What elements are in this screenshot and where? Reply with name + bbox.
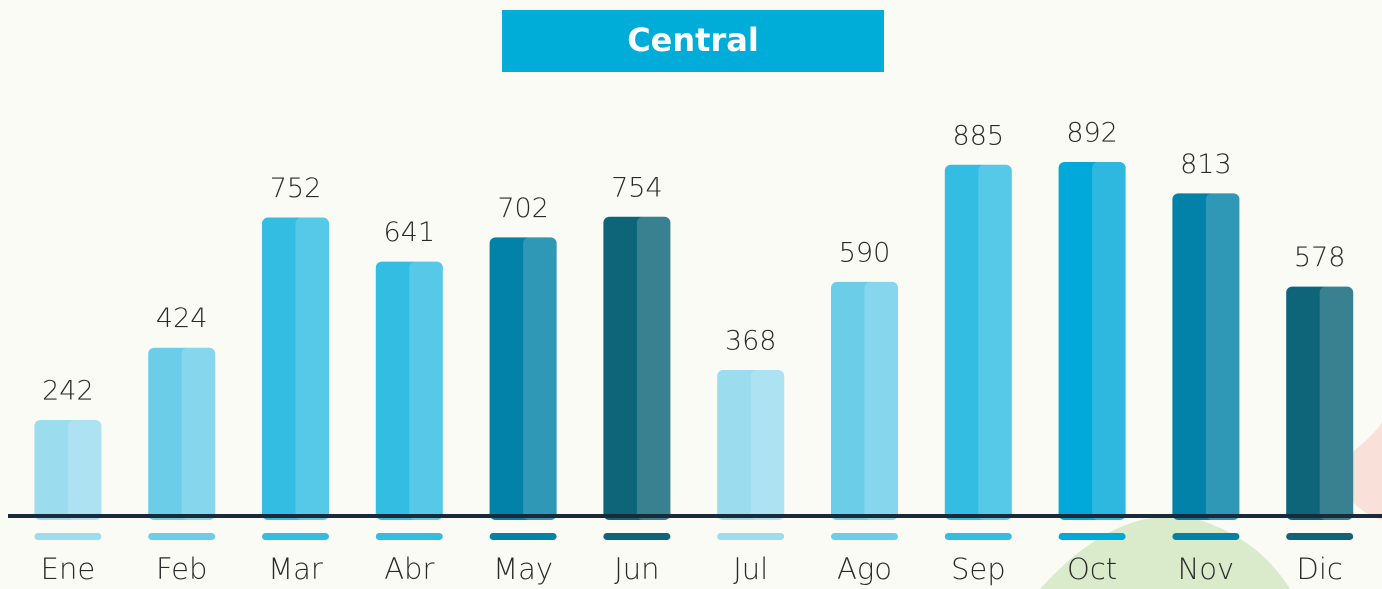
category-marker [831, 533, 898, 540]
bar-highlight [865, 282, 899, 520]
value-label: 242 [42, 375, 94, 406]
x-tick-label: Mar [268, 552, 323, 586]
page: {"chart_data": {"type": "bar", "title": … [0, 0, 1382, 589]
bar-highlight [523, 237, 557, 520]
x-tick-label: Feb [156, 552, 207, 586]
chart-title: Central [627, 21, 759, 59]
bar-highlight [1206, 193, 1240, 520]
bar-highlight [409, 262, 443, 520]
bar-highlight [182, 348, 216, 520]
x-tick-label: Jul [733, 552, 768, 586]
value-label: 892 [1066, 118, 1118, 149]
x-tick-label: Ene [41, 552, 96, 586]
value-label: 590 [839, 237, 891, 268]
category-marker [34, 533, 101, 540]
bar-highlight [1092, 162, 1126, 520]
bar-highlight [978, 165, 1012, 520]
value-label: 641 [384, 217, 436, 248]
bar-highlight [751, 370, 785, 520]
category-marker [603, 533, 670, 540]
value-label: 754 [611, 172, 663, 203]
x-tick-label: Sep [951, 552, 1006, 586]
value-label: 813 [1180, 149, 1232, 180]
category-marker [1286, 533, 1353, 540]
bar-highlight [1320, 287, 1354, 520]
category-marker [1059, 533, 1126, 540]
x-tick-label: Abr [384, 552, 434, 586]
x-tick-label: Ago [837, 552, 892, 586]
category-marker [945, 533, 1012, 540]
category-marker [717, 533, 784, 540]
value-label: 752 [270, 173, 322, 204]
chart: Central 242 Ene 424 Feb 752 Mar 641 Abr 702 May 75… [0, 0, 1382, 589]
value-label: 885 [953, 120, 1005, 151]
category-marker [1172, 533, 1239, 540]
bar-highlight [68, 420, 102, 520]
x-tick-label: May [493, 552, 553, 586]
value-label: 368 [725, 325, 777, 356]
category-marker [376, 533, 443, 540]
x-tick-label: Nov [1178, 552, 1235, 586]
bar-highlight [637, 217, 671, 520]
value-label: 578 [1294, 242, 1346, 273]
bar-highlight [296, 218, 330, 520]
x-tick-label: Dic [1297, 552, 1343, 586]
x-tick-label: Oct [1067, 552, 1117, 586]
category-marker [490, 533, 557, 540]
value-label: 702 [497, 193, 549, 224]
value-label: 424 [156, 303, 208, 334]
x-tick-label: Jun [614, 552, 659, 586]
category-marker [262, 533, 329, 540]
category-marker [148, 533, 215, 540]
